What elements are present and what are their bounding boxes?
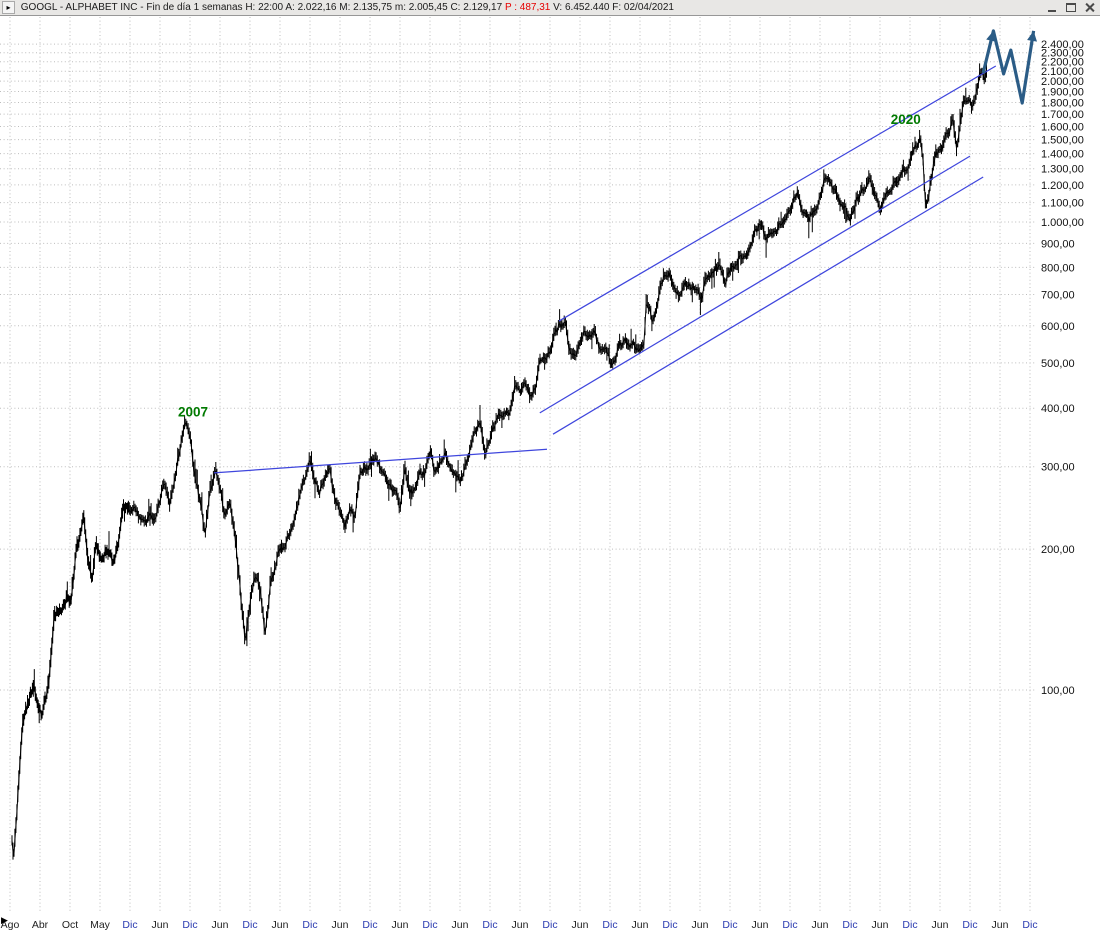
y-axis-label: 300,00 bbox=[1041, 462, 1075, 474]
x-axis-label: Dic bbox=[1022, 919, 1037, 930]
x-axis-label: Dic bbox=[902, 919, 917, 930]
x-axis-label: Jun bbox=[512, 919, 529, 930]
y-axis-label: 1.600,00 bbox=[1041, 122, 1084, 134]
y-axis-label: 2.300,00 bbox=[1041, 48, 1084, 60]
x-axis-label: Dic bbox=[602, 919, 617, 930]
x-axis-label: Jun bbox=[152, 919, 169, 930]
x-axis-label: Dic bbox=[482, 919, 497, 930]
x-axis-label: Jun bbox=[872, 919, 889, 930]
x-axis-label: Jun bbox=[392, 919, 409, 930]
titlebar-volume-date: V: 6.452.440 F: 02/04/2021 bbox=[550, 2, 674, 13]
trendline-channel-lower[interactable] bbox=[552, 176, 984, 435]
price-bars bbox=[11, 55, 987, 860]
x-axis-label: Jun bbox=[332, 919, 349, 930]
x-axis-label: Oct bbox=[62, 919, 78, 930]
year-annotation-2020: 2020 bbox=[891, 112, 921, 127]
x-axis-label: Dic bbox=[362, 919, 377, 930]
x-axis-label: Dic bbox=[722, 919, 737, 930]
x-axis-label: Jun bbox=[932, 919, 949, 930]
trendline-channel-middle[interactable] bbox=[539, 155, 971, 414]
x-axis-label: Dic bbox=[422, 919, 437, 930]
x-axis-label: May bbox=[90, 919, 111, 930]
y-axis-label: 2.000,00 bbox=[1041, 76, 1084, 88]
arrowhead-up-icon bbox=[1027, 30, 1037, 42]
x-axis-label: Dic bbox=[842, 919, 857, 930]
y-axis-label: 500,00 bbox=[1041, 358, 1075, 370]
y-axis-label: 1.200,00 bbox=[1041, 180, 1084, 192]
trendline-2007-highs-line[interactable] bbox=[213, 448, 548, 474]
projection-zigzag[interactable] bbox=[981, 29, 1036, 105]
scroll-left-icon[interactable]: ▶ bbox=[1, 915, 8, 925]
panel-arrow-icon[interactable]: ▸ bbox=[2, 1, 15, 14]
titlebar-p-value: P : 487,31 bbox=[504, 2, 551, 13]
x-axis-label: Jun bbox=[572, 919, 589, 930]
x-axis-label: Ago bbox=[1, 919, 20, 930]
x-axis-label: Jun bbox=[212, 919, 229, 930]
price-line bbox=[11, 70, 987, 855]
x-axis-label: Dic bbox=[662, 919, 677, 930]
y-axis-label: 900,00 bbox=[1041, 238, 1075, 250]
year-annotation-2007: 2007 bbox=[178, 404, 208, 419]
close-icon[interactable] bbox=[1085, 3, 1095, 12]
y-axis-label: 200,00 bbox=[1041, 544, 1075, 556]
x-axis-label: Jun bbox=[632, 919, 649, 930]
y-axis-label: 700,00 bbox=[1041, 290, 1075, 302]
x-axis-label: Dic bbox=[962, 919, 977, 930]
x-axis-label: Jun bbox=[752, 919, 769, 930]
y-axis-label: 1.000,00 bbox=[1041, 217, 1084, 229]
maximize-icon[interactable] bbox=[1066, 3, 1077, 12]
x-axis-label: Abr bbox=[32, 919, 49, 930]
y-axis-label: 1.500,00 bbox=[1041, 135, 1084, 147]
y-axis-label: 400,00 bbox=[1041, 403, 1075, 415]
x-axis-label: Jun bbox=[272, 919, 289, 930]
y-axis-label: 1.800,00 bbox=[1041, 98, 1084, 110]
x-axis-label: Dic bbox=[782, 919, 797, 930]
x-axis-label: Jun bbox=[692, 919, 709, 930]
trendline-channel-upper[interactable] bbox=[558, 65, 997, 322]
titlebar: ▸ GOOGL - ALPHABET INC - Fin de día 1 se… bbox=[0, 0, 1100, 16]
y-axis-label: 1.400,00 bbox=[1041, 149, 1084, 161]
y-axis-label: 2.400,00 bbox=[1041, 39, 1084, 51]
x-axis-label: Dic bbox=[242, 919, 257, 930]
arrowhead-up-icon bbox=[986, 30, 996, 42]
y-axis-label: 1.300,00 bbox=[1041, 164, 1084, 176]
minimize-icon[interactable] bbox=[1047, 3, 1057, 12]
x-axis-label: Dic bbox=[122, 919, 137, 930]
y-axis-label: 800,00 bbox=[1041, 262, 1075, 274]
x-axis-label: Dic bbox=[182, 919, 197, 930]
y-axis-label: 1.700,00 bbox=[1041, 109, 1084, 121]
y-axis-label: 2.100,00 bbox=[1041, 66, 1084, 78]
x-axis-label: Dic bbox=[302, 919, 317, 930]
y-axis-label: 100,00 bbox=[1041, 685, 1075, 697]
y-axis-label: 2.200,00 bbox=[1041, 57, 1084, 69]
y-axis-label: 600,00 bbox=[1041, 321, 1075, 333]
window-controls bbox=[1041, 2, 1095, 17]
titlebar-instrument-info: GOOGL - ALPHABET INC - Fin de día 1 sema… bbox=[20, 2, 505, 13]
y-axis-label: 1.900,00 bbox=[1041, 87, 1084, 99]
x-axis-label: Jun bbox=[812, 919, 829, 930]
x-axis-label: Jun bbox=[992, 919, 1009, 930]
x-axis-label: Jun bbox=[452, 919, 469, 930]
y-axis-label: 1.100,00 bbox=[1041, 198, 1084, 210]
x-axis-label: Dic bbox=[542, 919, 557, 930]
